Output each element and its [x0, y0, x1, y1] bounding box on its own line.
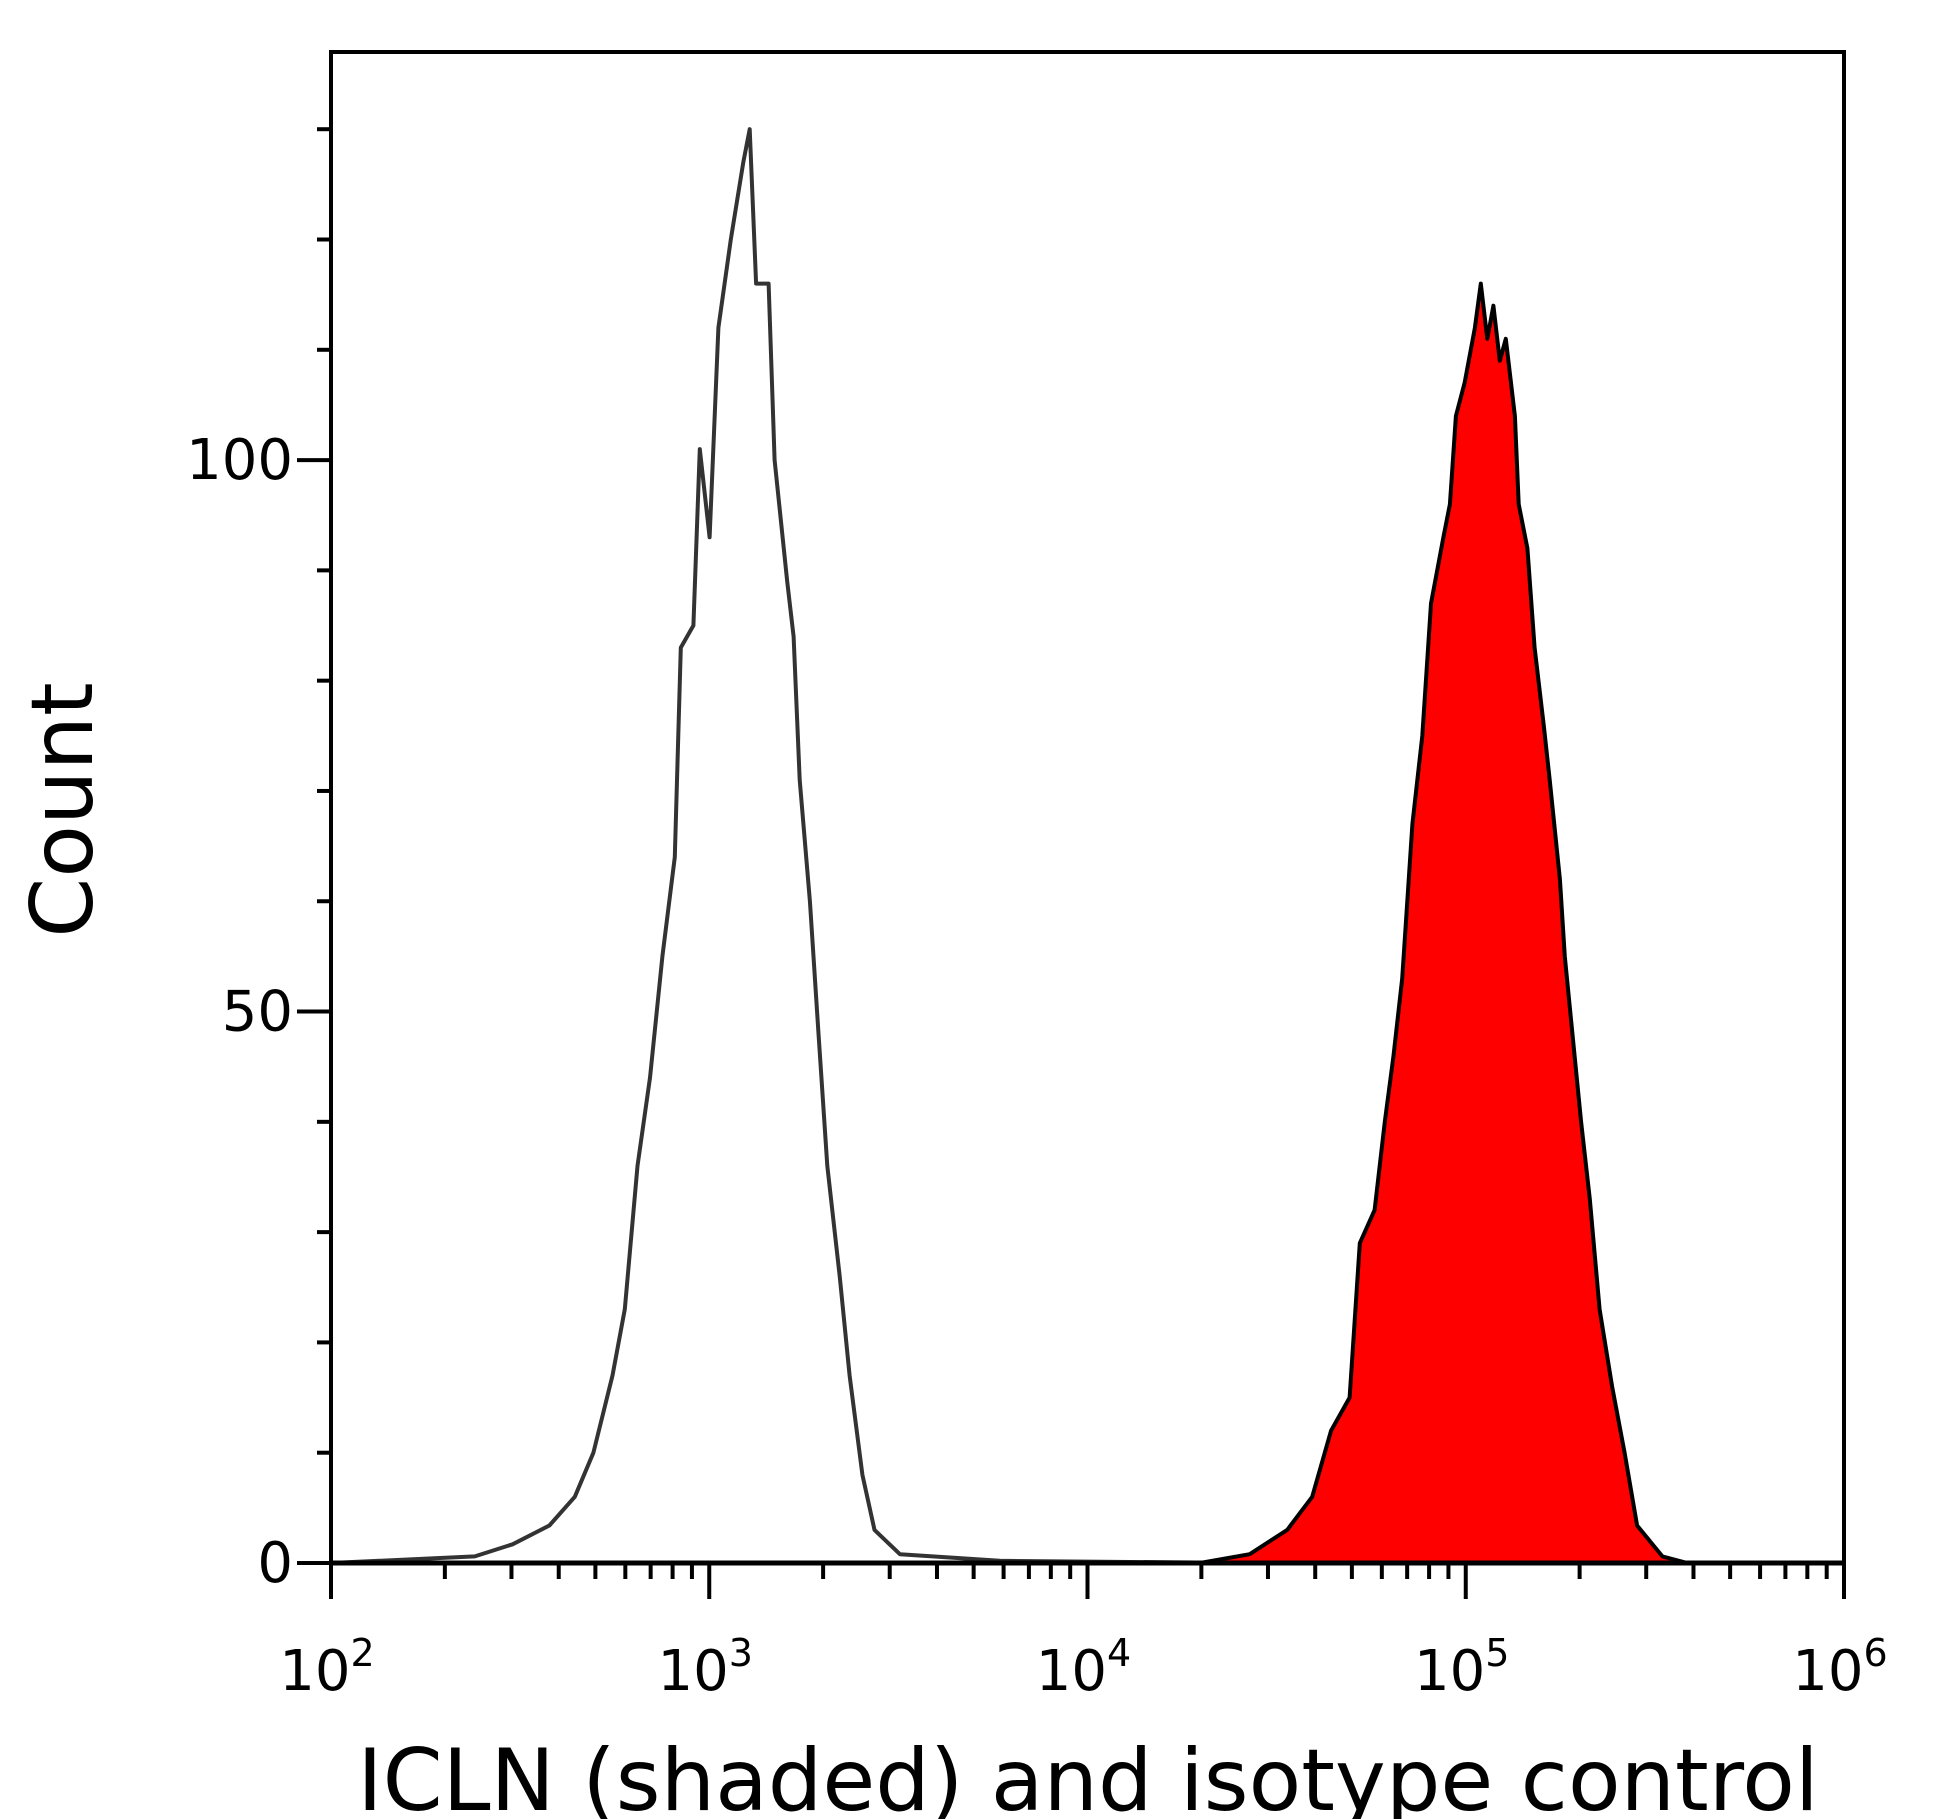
x-tick-exponent: 2 — [351, 1631, 375, 1675]
x-tick-base: 10 — [1036, 1639, 1107, 1704]
x-tick-label: 106 — [1792, 1631, 1887, 1704]
x-tick-base: 10 — [279, 1639, 350, 1704]
plot-frame — [329, 50, 1846, 1565]
series-fill-1 — [1199, 283, 1688, 1564]
series-line-1 — [1199, 281, 1688, 1565]
series-line-0 — [330, 127, 1250, 1565]
x-tick-label: 104 — [1036, 1631, 1131, 1704]
x-tick-label: 105 — [1414, 1631, 1509, 1704]
x-tick-exponent: 6 — [1864, 1631, 1888, 1675]
y-tick-label: 0 — [257, 1531, 293, 1596]
y-axis-label: Count — [13, 682, 113, 937]
x-tick-label: 103 — [658, 1631, 753, 1704]
x-tick-base: 10 — [1414, 1639, 1485, 1704]
x-axis-label: ICLN (shaded) and isotype control — [357, 1731, 1819, 1819]
series-layer — [330, 127, 1688, 1565]
x-tick-base: 10 — [1792, 1639, 1863, 1704]
x-tick-exponent: 5 — [1485, 1631, 1509, 1675]
x-tick-exponent: 3 — [729, 1631, 753, 1675]
y-tick-label: 50 — [222, 980, 293, 1045]
x-tick-exponent: 4 — [1107, 1631, 1131, 1675]
x-tick-label: 102 — [279, 1631, 374, 1704]
x-tick-base: 10 — [658, 1639, 729, 1704]
y-tick-label: 100 — [186, 428, 293, 493]
